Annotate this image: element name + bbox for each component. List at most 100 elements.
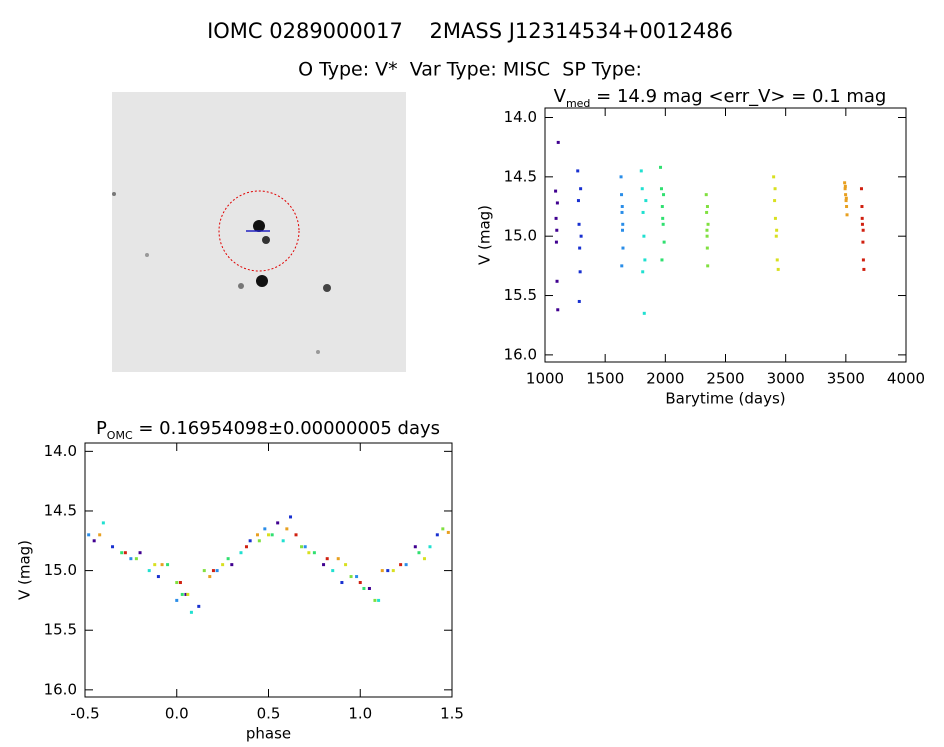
data-point [184,592,188,596]
x-tick-label: 0.0 [165,705,189,723]
data-point [861,228,865,232]
data-point [221,563,225,567]
star [145,253,149,257]
data-point [659,187,663,191]
title-part: = 14.9 mag <err_V> = 0.1 mag [590,86,886,107]
data-point [860,216,864,220]
data-point [166,563,170,567]
data-point [257,539,261,543]
x-tick-label: 4000 [887,370,925,388]
data-point [160,563,164,567]
data-point [186,592,190,596]
data-point [285,527,289,531]
data-point [620,228,624,232]
y-tick-label: 15.5 [44,621,77,639]
data-point [87,533,91,537]
data-point [704,193,708,197]
x-tick-label: 0.5 [257,705,281,723]
data-point [661,216,665,220]
page-subtitle: O Type: V* Var Type: MISC SP Type: [298,59,642,81]
data-point [556,308,560,312]
data-point [845,205,849,209]
title-part: P [96,418,107,439]
data-point [331,569,335,573]
data-point [189,610,193,614]
data-point [554,216,558,220]
x-tick-label: 2500 [706,370,744,388]
y-tick-label: 14.0 [44,442,77,460]
data-point [422,557,426,561]
y-tick-label: 15.0 [44,561,77,579]
data-point [662,240,666,244]
data-point [861,258,865,262]
data-point [620,193,624,197]
data-point [120,551,124,555]
title-part: = 0.16954098±0.00000005 days [133,418,440,439]
data-point [706,264,710,268]
data-point [579,234,583,238]
data-point [211,569,215,573]
star [238,283,244,289]
data-point [844,193,848,197]
data-point [662,193,666,197]
chart-title: POMC = 0.16954098±0.00000005 days [96,418,440,442]
data-point [336,557,340,561]
page-title: IOMC 0289000017 2MASS J12314534+0012486 [207,19,733,43]
chart-title: Vmed = 14.9 mag <err_V> = 0.1 mag [554,86,887,110]
sky-image [112,92,406,372]
data-point [208,575,212,579]
data-point [705,210,709,214]
data-point [773,187,777,191]
data-point [860,205,864,209]
data-point [303,545,307,549]
data-point [239,551,243,555]
star [112,192,116,196]
data-point [386,569,390,573]
data-point [230,563,234,567]
data-point [861,240,865,244]
data-point [428,545,432,549]
data-point [579,187,583,191]
data-point [621,246,625,250]
y-axis-label: V (mag) [476,205,494,265]
data-point [644,199,648,203]
y-tick-label: 14.5 [504,167,537,185]
data-point [276,521,280,525]
data-point [344,563,348,567]
data-point [776,267,780,271]
data-point [322,563,326,567]
data-point [578,270,582,274]
y-tick-label: 16.0 [504,345,537,363]
y-tick-label: 16.0 [44,680,77,698]
x-tick-label: 1.0 [348,705,372,723]
data-point [576,199,580,203]
data-point [642,234,646,238]
data-point [578,246,582,250]
x-tick-label: -0.5 [70,705,99,723]
data-point [620,210,624,214]
data-point [859,187,863,191]
data-point [772,175,776,179]
data-point [294,533,298,537]
charts: Vmed = 14.9 mag <err_V> = 0.1 mag Barytim… [16,86,926,743]
data-point [281,539,285,543]
plot-frame [544,107,907,363]
data-point [175,598,179,602]
data-point [244,545,248,549]
data-point [307,551,311,555]
data-point [555,279,559,283]
data-point [289,515,293,519]
title-part: V [554,86,567,107]
data-point [705,246,709,250]
data-point [367,586,371,590]
data-point [404,563,408,567]
data-point [248,539,252,543]
data-point [391,569,395,573]
x-tick-label: 1500 [586,370,624,388]
data-point [134,557,138,561]
data-point [129,557,133,561]
data-point [358,581,362,585]
data-point [660,205,664,209]
data-point [843,184,847,188]
data-point [844,199,848,203]
